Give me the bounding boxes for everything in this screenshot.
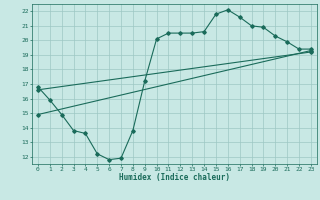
X-axis label: Humidex (Indice chaleur): Humidex (Indice chaleur) bbox=[119, 173, 230, 182]
